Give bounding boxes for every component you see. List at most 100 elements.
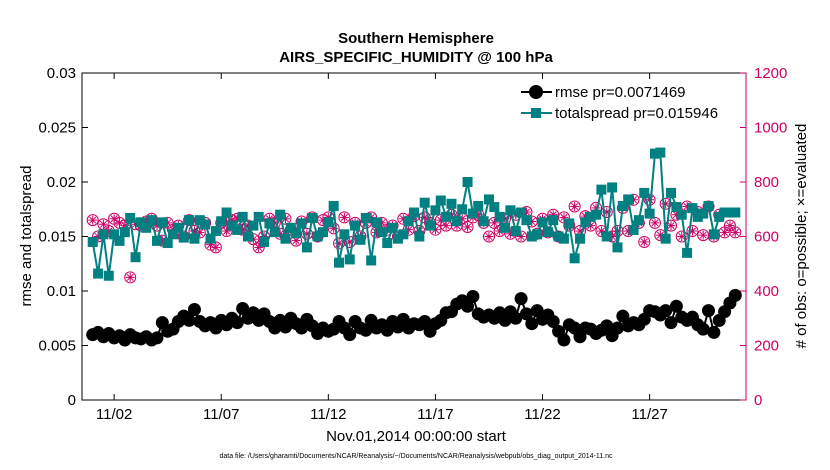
totalspread-point bbox=[446, 198, 457, 209]
obs-possible-point bbox=[659, 197, 672, 210]
footer-data-file: data file: /Users/gharamti/Documents/NCA… bbox=[219, 453, 613, 460]
legend-totalspread-marker bbox=[531, 108, 541, 118]
totalspread-point bbox=[649, 148, 660, 159]
obs-evaluated-point bbox=[339, 212, 349, 222]
obs-evaluated-point bbox=[730, 227, 740, 237]
y-tick-label: 0.02 bbox=[47, 174, 76, 191]
totalspread-point bbox=[296, 218, 307, 229]
totalspread-point bbox=[237, 211, 248, 222]
totalspread-point bbox=[714, 211, 725, 222]
rmse-point bbox=[702, 304, 716, 318]
totalspread-point bbox=[505, 205, 516, 216]
totalspread-point bbox=[200, 219, 211, 230]
x-tick-label: 11/22 bbox=[524, 406, 560, 423]
obs-possible-point bbox=[600, 205, 613, 218]
totalspread-point bbox=[724, 207, 735, 218]
totalspread-point bbox=[307, 212, 318, 223]
rmse-point bbox=[546, 315, 560, 329]
totalspread-point bbox=[537, 217, 548, 228]
legend-rmse-marker bbox=[529, 85, 543, 99]
totalspread-point bbox=[414, 231, 425, 242]
obs-possible-point bbox=[638, 235, 651, 248]
totalspread-point bbox=[532, 229, 543, 240]
totalspread-point bbox=[575, 233, 585, 244]
obs-evaluated-point bbox=[725, 221, 735, 231]
totalspread-point bbox=[435, 195, 446, 206]
y-tick-label: 0.03 bbox=[47, 65, 76, 82]
obs-possible-point bbox=[541, 226, 554, 239]
obs-possible-point bbox=[648, 216, 661, 229]
obs-possible-point bbox=[338, 211, 351, 224]
totalspread-point bbox=[633, 215, 644, 226]
totalspread-point bbox=[692, 211, 703, 222]
rmse-point bbox=[230, 316, 244, 330]
obs-possible-point bbox=[729, 226, 742, 239]
totalspread-point bbox=[366, 255, 377, 266]
totalspread-point bbox=[666, 187, 677, 198]
obs-possible-point bbox=[327, 222, 340, 235]
totalspread-point bbox=[628, 224, 639, 235]
rmse-point bbox=[616, 309, 630, 323]
y-tick-label: 0.01 bbox=[47, 283, 76, 300]
totalspread-point bbox=[376, 227, 387, 238]
totalspread-point bbox=[146, 215, 157, 226]
obs-evaluated-point bbox=[88, 215, 98, 225]
rmse-point bbox=[696, 322, 710, 336]
totalspread-point bbox=[312, 231, 323, 242]
y-tick-label: 0.025 bbox=[38, 120, 76, 137]
totalspread-point bbox=[253, 211, 264, 222]
rmse-point bbox=[707, 325, 721, 339]
obs-possible-point bbox=[124, 271, 137, 284]
rmse-point bbox=[509, 311, 523, 325]
totalspread-point bbox=[109, 229, 120, 240]
totalspread-point bbox=[601, 231, 612, 242]
totalspread-point bbox=[141, 222, 152, 233]
totalspread-point bbox=[564, 218, 575, 229]
totalspread-point bbox=[516, 207, 527, 218]
obs-possible-point bbox=[675, 230, 688, 243]
totalspread-point bbox=[210, 226, 221, 237]
totalspread-point bbox=[119, 227, 130, 238]
obs-possible-point bbox=[183, 214, 196, 227]
obs-evaluated-point bbox=[211, 242, 221, 252]
totalspread-point bbox=[483, 194, 494, 205]
totalspread-point bbox=[526, 231, 537, 242]
totalspread-point bbox=[548, 215, 559, 226]
x-tick-label: 11/07 bbox=[203, 406, 239, 423]
totalspread-point bbox=[558, 233, 569, 244]
totalspread-point bbox=[387, 222, 398, 233]
obs-possible-point bbox=[86, 214, 99, 227]
y2-tick-label: 800 bbox=[754, 174, 779, 191]
totalspread-point bbox=[687, 203, 698, 214]
totalspread-point bbox=[135, 217, 146, 228]
totalspread-point bbox=[173, 222, 184, 233]
totalspread-point bbox=[168, 229, 179, 240]
totalspread-point bbox=[467, 208, 478, 219]
totalspread-point bbox=[500, 222, 511, 233]
y2-tick-label: 1200 bbox=[754, 65, 787, 82]
totalspread-point bbox=[671, 202, 682, 213]
totalspread-point bbox=[301, 242, 312, 253]
totalspread-point bbox=[553, 231, 564, 242]
totalspread-point bbox=[114, 235, 125, 246]
totalspread-point bbox=[157, 217, 168, 228]
rmse-point bbox=[461, 299, 475, 313]
totalspread-point bbox=[462, 177, 473, 187]
totalspread-point bbox=[494, 211, 505, 222]
totalspread-point bbox=[542, 227, 553, 238]
totalspread-point bbox=[360, 212, 371, 223]
totalspread-point bbox=[569, 253, 580, 264]
y2-tick-label: 200 bbox=[754, 338, 779, 355]
y-axis-label: rmse and totalspread bbox=[18, 166, 35, 307]
totalspread-point bbox=[489, 202, 500, 213]
obs-evaluated-point bbox=[698, 230, 708, 240]
rmse-point bbox=[514, 292, 528, 306]
totalspread-point bbox=[226, 220, 237, 231]
rmse-point bbox=[236, 301, 250, 315]
totalspread-point bbox=[698, 208, 709, 219]
totalspread-point bbox=[617, 200, 628, 211]
totalspread-point bbox=[392, 233, 403, 244]
x-tick-label: 11/27 bbox=[631, 406, 667, 423]
totalspread-point bbox=[280, 233, 291, 244]
